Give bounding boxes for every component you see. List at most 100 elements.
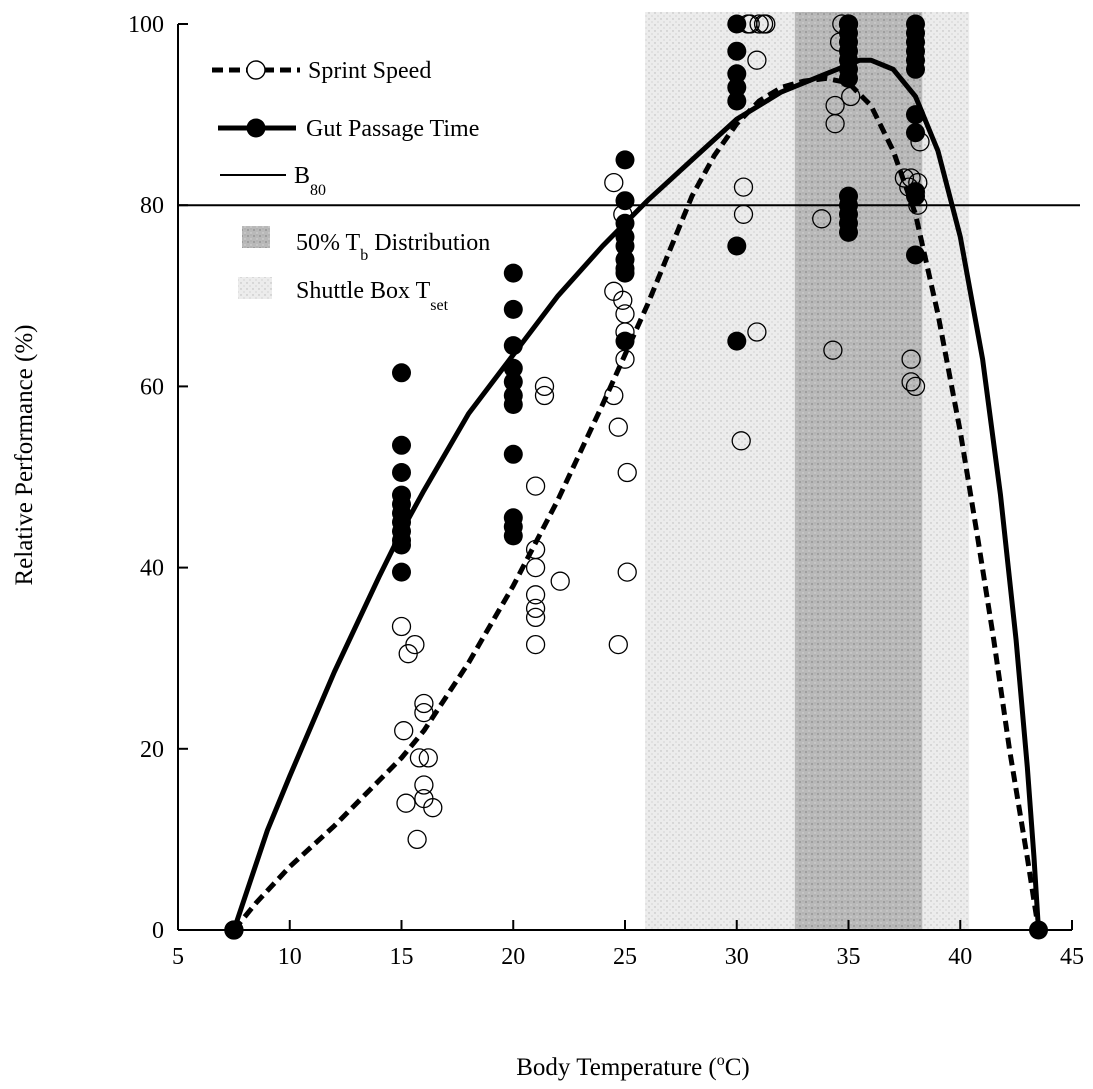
x-tick-label-10: 10: [278, 944, 302, 970]
sprint-point-41: [747, 50, 767, 70]
x-axis-title: Body Temperature (oC): [516, 1052, 750, 1081]
sprint-point-45: [756, 14, 776, 34]
sprint-point-23: [550, 571, 570, 591]
sprint-point-7: [409, 748, 430, 768]
gut-point-18: [503, 395, 523, 414]
gut-point-24: [615, 191, 635, 211]
legend-tb-label: 50% Tb Distribution: [296, 230, 490, 264]
sprint-point-16: [525, 557, 546, 578]
sprint-point-5: [405, 634, 425, 655]
sprint-point-53: [841, 86, 861, 107]
gut-point-16: [503, 372, 523, 392]
gut-point-35: [727, 77, 747, 97]
gut-point-19: [503, 444, 523, 464]
sprint-point-58: [901, 372, 921, 392]
sprint-point-26: [604, 172, 624, 193]
sprint-point-47: [823, 340, 843, 360]
legend-b80-text: B: [294, 163, 310, 189]
gut-point-12: [503, 263, 523, 283]
x-tick-label-5: 5: [172, 944, 184, 970]
legend-gut-marker: [246, 118, 266, 138]
legend-item-tb-distribution: 50% Tb Distribution: [242, 226, 490, 264]
sprint-point-57: [901, 349, 921, 369]
gut-point-27: [615, 236, 635, 256]
sprint-point-24: [604, 385, 624, 406]
sprint-point-33: [615, 349, 635, 369]
legend-item-shuttle-box: Shuttle Box Tset: [238, 277, 449, 314]
sprint-point-20: [525, 634, 546, 655]
x-axis-title-text: Body Temperature (: [516, 1054, 717, 1081]
y-tick-label-20: 20: [140, 737, 164, 763]
legend-b80-sub: 80: [310, 182, 326, 199]
y-tick-label-80: 80: [140, 193, 164, 219]
x-tick-label-25: 25: [613, 944, 637, 970]
gut-point-23: [615, 150, 635, 170]
gut-point-56: [906, 59, 925, 79]
gut-point-38: [727, 331, 747, 351]
legend-tset-label: Shuttle Box Tset: [296, 278, 449, 314]
sprint-point-15: [525, 539, 546, 560]
gut-point-37: [727, 236, 747, 256]
legend-tb-text: 50% T: [296, 230, 361, 256]
sprint-point-54: [894, 168, 915, 188]
sprint-point-10: [414, 775, 434, 795]
sprint-point-43: [749, 14, 769, 34]
gut-point-11: [392, 562, 411, 582]
gut-point-34: [727, 64, 747, 84]
sprint-point-36: [731, 431, 751, 451]
sprint-point-42: [747, 322, 767, 342]
x-tick-label-45: 45: [1060, 944, 1084, 970]
x-tick-label-15: 15: [390, 944, 414, 970]
legend-tset-sub: set: [430, 297, 448, 314]
x-tick-label-40: 40: [948, 944, 972, 970]
sprint-point-59: [905, 376, 926, 397]
gut-point-22: [503, 526, 523, 546]
sprint-point-34: [617, 462, 637, 483]
y-ticks: 0 20 40 60 80 100: [128, 12, 188, 944]
gut-point-2: [392, 435, 411, 455]
legend-tb-sub: b: [360, 247, 368, 264]
gut-point-45: [839, 68, 858, 88]
sprint-fit-curve: [231, 75, 1041, 932]
sprint-point-18: [525, 598, 546, 619]
sprint-point-2: [394, 721, 414, 741]
sprint-point-22: [534, 385, 555, 406]
sprint-point-9: [414, 702, 434, 723]
shaded-regions: [645, 12, 970, 930]
sprint-point-49: [825, 114, 845, 134]
sprint-point-28: [608, 634, 628, 655]
sprint-point-12: [418, 748, 438, 768]
y-axis-title: Relative Performance (%): [11, 325, 38, 586]
legend-tset-text: Shuttle Box T: [296, 278, 431, 304]
legend-item-sprint: Sprint Speed: [212, 58, 431, 84]
sprint-point-19: [525, 607, 546, 628]
legend-sprint-marker: [246, 60, 266, 80]
y-tick-label-40: 40: [140, 556, 164, 582]
sprint-point-17: [525, 585, 546, 605]
gut-point-3: [392, 463, 411, 482]
gut-point-31: [615, 331, 635, 351]
x-ticks: 5 10 15 20 25 30 35 40 45: [172, 920, 1084, 970]
sprint-point-6: [407, 829, 427, 850]
gut-point-33: [727, 41, 747, 61]
sprint-point-8: [414, 693, 434, 714]
x-axis-title-sup: o: [717, 1052, 725, 1069]
x-tick-label-35: 35: [837, 944, 861, 970]
sprint-point-1: [391, 616, 412, 637]
gut-point-1: [392, 363, 411, 383]
sprint-point-27: [608, 417, 628, 437]
x-axis-title-unit: C): [725, 1054, 750, 1081]
sprint-point-37: [733, 204, 754, 224]
sprint-point-13: [423, 798, 443, 818]
y-tick-label-60: 60: [140, 374, 164, 400]
gut-point-30: [615, 263, 635, 283]
region-tb-50-distribution: [794, 12, 923, 930]
gut-point-10: [392, 535, 411, 555]
legend-b80-label: B80: [294, 163, 326, 199]
legend-tset-swatch: [238, 277, 272, 299]
sprint-point-3: [396, 793, 416, 813]
sprint-point-14: [525, 476, 546, 496]
legend: Sprint Speed Gut Passage Time B80 50% Tb…: [212, 58, 490, 314]
x-tick-label-20: 20: [501, 944, 525, 970]
legend-tb-swatch: [242, 226, 270, 248]
